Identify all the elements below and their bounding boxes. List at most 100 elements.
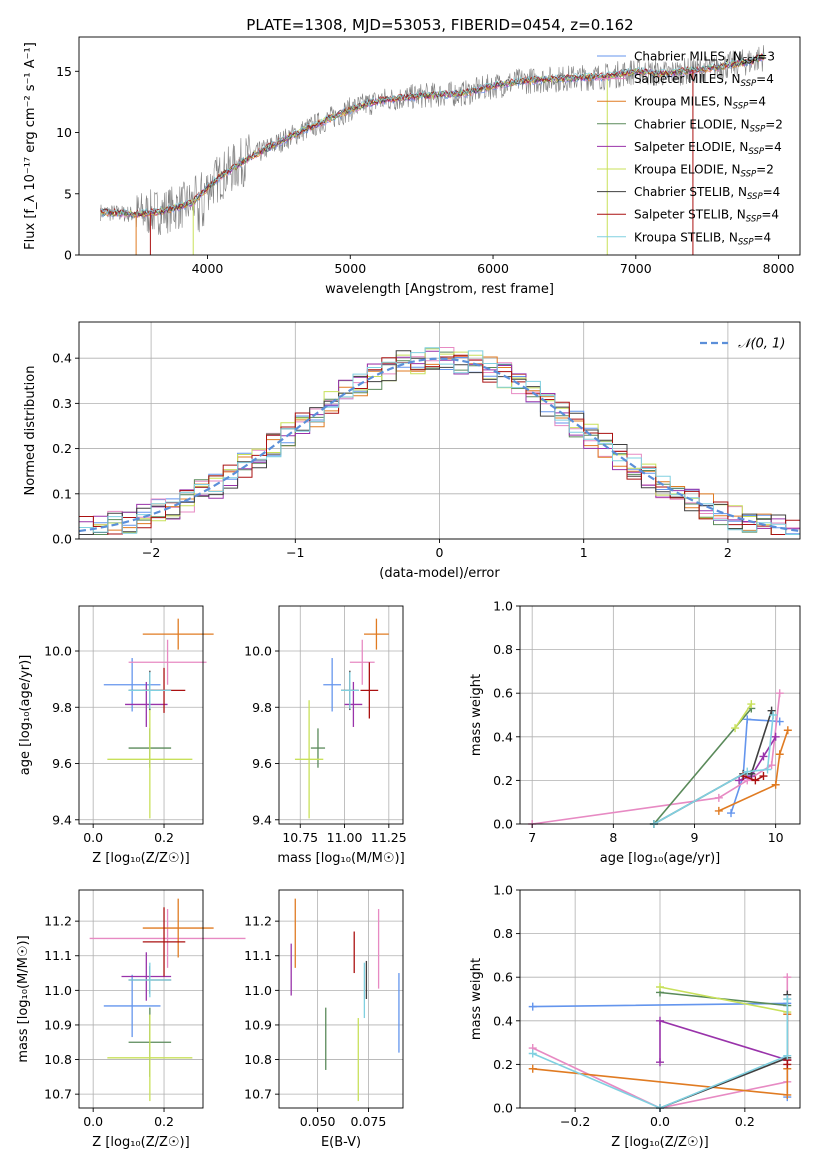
y-tick-label: 0.8 <box>493 926 513 941</box>
gaussian-curve <box>78 357 801 533</box>
y-tick-label: 0.2 <box>493 1057 513 1072</box>
legend-entry: Salpeter STELIB, NSSP=4 <box>634 208 779 225</box>
legend-entry-text: Kroupa STELIB, N <box>634 230 738 244</box>
errorbar-chabrier-miles <box>103 974 161 1038</box>
y-tick-label: 0.4 <box>493 729 513 744</box>
legend-entry: Salpeter MILES, NSSP=4 <box>634 72 774 89</box>
y-tick-label: 10.7 <box>44 1087 72 1102</box>
x-tick-label: 0.075 <box>351 1114 387 1129</box>
plot-area-residuals <box>78 347 801 535</box>
y-tick-label: 10.7 <box>244 1087 272 1102</box>
y-tick-label: 11.0 <box>44 983 72 998</box>
series-line <box>659 994 789 1109</box>
series-kroupa-miles <box>714 726 792 815</box>
y-tick-label: 0.3 <box>52 396 72 411</box>
errorbar-kroupa-stelib <box>128 962 172 998</box>
axes-mass-weight-vs-age: 7 8 9 10 0.0 0.2 0.4 0.6 0.8 1.0 age [log₁₀(age/yr… <box>469 599 801 866</box>
y-tick-label: 0 <box>64 248 72 263</box>
x-axis-label: age [log₁₀(age/yr)] <box>600 851 721 866</box>
y-tick-label: 0.0 <box>493 817 513 832</box>
series-line <box>532 999 789 1109</box>
legend-entry-text: Salpeter ELODIE, N <box>634 140 748 154</box>
x-axis-label: Z [log₁₀(Z/Z☉)] <box>611 1135 708 1150</box>
legend-entry-count: =4 <box>748 95 766 109</box>
y-tick-label: 0.0 <box>52 532 72 547</box>
y-tick-label: 10.0 <box>44 644 72 659</box>
y-axis-label: Normed distribution <box>23 366 38 496</box>
y-tick-label: 0.2 <box>493 773 513 788</box>
series-marker <box>751 776 760 785</box>
series-marker <box>775 689 784 698</box>
x-tick-label: 0.0 <box>83 1114 103 1129</box>
series-marker <box>528 1002 537 1011</box>
legend-entry-subscript: SSP <box>733 102 749 112</box>
series-line <box>659 986 788 1013</box>
x-tick-label: 2 <box>724 545 732 560</box>
legend-entry: Kroupa ELODIE, NSSP=2 <box>634 163 774 180</box>
axes-residuals: −2 −1 0 1 2 0.0 0.1 0.2 0.3 0.4 (data-model)/error… <box>23 321 801 581</box>
y-tick-label: 10.9 <box>244 1017 272 1032</box>
axes-frame <box>519 605 801 825</box>
legend-entry-text: Salpeter MILES, N <box>634 72 741 86</box>
errorbar-kroupa-elodie <box>294 700 324 819</box>
y-tick-label: 10.9 <box>44 1017 72 1032</box>
plot-area-mass-weight-vs-age <box>528 689 792 828</box>
legend-entry-count: =4 <box>764 140 782 154</box>
legend-entry-count: =4 <box>763 185 781 199</box>
series-marker <box>656 983 664 992</box>
x-tick-label: 10.75 <box>282 830 318 845</box>
histogram-kroupa-stelib <box>79 347 800 535</box>
y-tick-label: 11.2 <box>44 914 72 929</box>
legend-entry-count: =4 <box>756 72 774 86</box>
series-marker <box>714 806 723 815</box>
y-tick-label: 15 <box>56 64 72 79</box>
axes-frame <box>278 889 404 1109</box>
errorbar-kroupa-miles <box>142 618 214 650</box>
y-tick-label: 0.0 <box>493 1101 513 1116</box>
series-marker <box>767 706 776 715</box>
series-marker <box>771 780 780 789</box>
series-line <box>653 710 773 825</box>
x-axis-label: Z [log₁₀(Z/Z☉)] <box>92 1135 189 1150</box>
axes-spectrum: 4000 5000 6000 7000 8000 0 5 10 15 wavelength [An… <box>23 36 801 297</box>
legend-entry: Chabrier STELIB, NSSP=4 <box>634 185 780 202</box>
x-tick-label: 7000 <box>620 261 652 276</box>
errorbar-kroupa-stelib <box>128 672 172 709</box>
axes-frame <box>78 889 204 1109</box>
legend-entry: Chabrier ELODIE, NSSP=2 <box>634 117 783 134</box>
legend-entry-count: =2 <box>756 163 774 177</box>
series-marker <box>656 1058 664 1067</box>
x-tick-label: 9 <box>691 830 699 845</box>
x-tick-label: 11.25 <box>371 830 407 845</box>
y-tick-label: 9.4 <box>52 812 72 827</box>
x-tick-label: 0.2 <box>154 1114 174 1129</box>
series-marker <box>775 750 784 759</box>
axes-mass-vs-ebv: 0.050 0.075 10.7 10.8 10.9 11.0 11.1 11.2 E(B-V) <box>244 889 404 1150</box>
model-spectrum-kroupa-stelib <box>100 52 765 217</box>
errorbar-salpeter-miles <box>89 909 246 968</box>
series-marker <box>759 752 768 761</box>
legend-entry: Salpeter ELODIE, NSSP=4 <box>634 140 782 157</box>
legend-entry-subscript: SSP <box>742 57 758 67</box>
series-marker <box>771 732 780 741</box>
axes-frame <box>78 605 204 825</box>
errorbar-kroupa-elodie <box>107 1014 193 1102</box>
x-tick-label: 0.0 <box>83 830 103 845</box>
errorbar-salpeter-miles <box>349 639 375 685</box>
errorbar-kroupa-miles <box>364 618 389 650</box>
x-tick-label: −0.2 <box>560 1114 590 1129</box>
x-tick-label: 1 <box>580 545 588 560</box>
axes-age-vs-Z: 0.0 0.2 9.4 9.6 9.8 10.0 Z [log₁₀(Z/Z☉)] age [l… <box>18 605 214 866</box>
axes-frame <box>78 36 801 256</box>
x-tick-label: 11.00 <box>327 830 363 845</box>
errorbar-kroupa-stelib <box>341 672 359 709</box>
series-marker <box>743 767 752 776</box>
x-tick-label: 8 <box>609 830 617 845</box>
y-tick-label: 0.6 <box>493 970 513 985</box>
y-tick-label: 0.4 <box>493 1013 513 1028</box>
series-marker <box>783 1051 792 1060</box>
legend-entry: Chabrier MILES, NSSP=3 <box>634 50 775 67</box>
legend-entry-count: =4 <box>754 230 772 244</box>
legend-entry-text: Salpeter STELIB, N <box>634 208 746 222</box>
x-tick-label: 5000 <box>334 261 366 276</box>
